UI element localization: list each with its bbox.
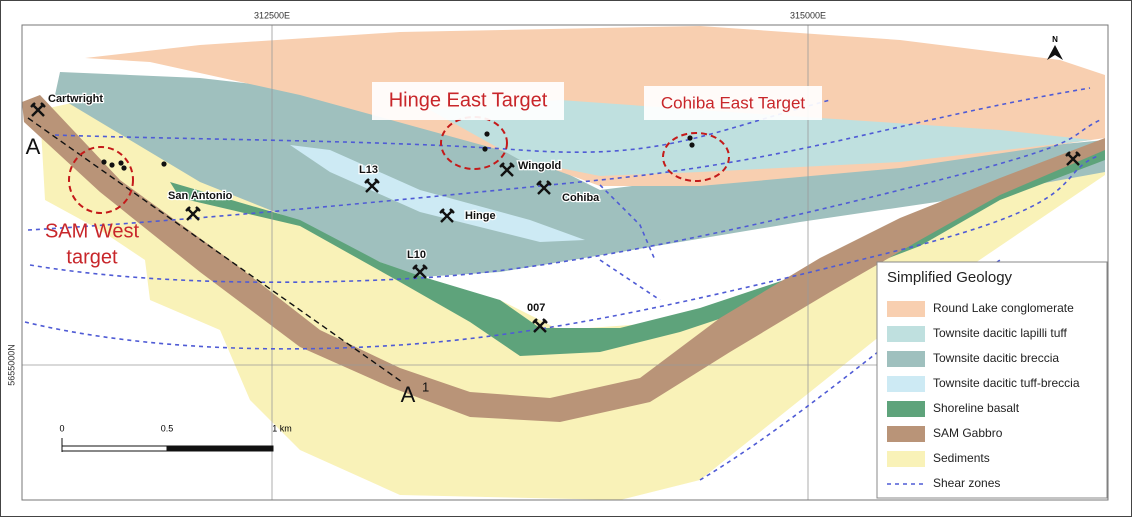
easting-label: 315000E xyxy=(790,10,826,20)
shear-zone xyxy=(54,99,831,153)
legend-swatch xyxy=(887,376,925,392)
map-frame xyxy=(21,24,1109,501)
scale-bar: 0 0.5 1 km xyxy=(59,423,292,452)
mine-label: Wingold xyxy=(518,160,561,172)
north-arrow xyxy=(1047,45,1063,60)
geology-unit xyxy=(170,145,1105,356)
target-outline xyxy=(68,146,134,214)
mine-label: Hinge xyxy=(465,210,496,222)
legend-label: Townsite dacitic tuff-breccia xyxy=(933,376,1080,390)
target-label-box xyxy=(372,82,564,120)
mine-label: San Antonio xyxy=(168,190,233,202)
section-end: A xyxy=(401,382,416,407)
mine-label: L10 xyxy=(407,249,426,261)
target-label: target xyxy=(66,246,118,268)
legend-label: Townsite dacitic breccia xyxy=(933,351,1059,365)
geology-unit xyxy=(40,90,1105,500)
section-end-superscript: 1 xyxy=(422,379,429,394)
target-outline xyxy=(440,116,508,170)
northing-label: 5655000N xyxy=(6,344,16,386)
geology-unit xyxy=(430,100,1092,176)
drill-hole xyxy=(161,161,167,167)
target-outline xyxy=(662,132,730,182)
legend-label: Shear zones xyxy=(933,476,1000,490)
target-label: Hinge East Target xyxy=(389,89,548,111)
legend-swatch xyxy=(887,301,925,317)
drill-hole xyxy=(118,160,124,166)
section-start: A xyxy=(26,134,41,159)
scale-label: 0.5 xyxy=(161,423,174,433)
easting-label: 312500E xyxy=(254,10,290,20)
section-line xyxy=(27,117,403,383)
legend-label: Townsite dacitic lapilli tuff xyxy=(933,326,1068,340)
mine-label: L13 xyxy=(359,164,378,176)
legend-label: Sediments xyxy=(933,451,990,465)
drill-hole xyxy=(687,135,693,141)
geology-unit xyxy=(290,145,585,242)
legend-swatch xyxy=(887,351,925,367)
legend-label: Shoreline basalt xyxy=(933,401,1020,415)
mine-label: 007 xyxy=(527,302,545,314)
drill-hole xyxy=(482,146,488,152)
drill-hole xyxy=(484,131,490,137)
target-label: SAM West xyxy=(45,220,140,242)
legend-swatch xyxy=(887,451,925,467)
scale-segment xyxy=(166,445,274,452)
target-label: Cohiba East Target xyxy=(661,93,806,112)
scale-segment xyxy=(61,445,168,452)
north-label: N xyxy=(1052,35,1058,44)
legend-swatch xyxy=(887,326,925,342)
drill-hole xyxy=(121,165,127,171)
geology-unit xyxy=(22,95,1105,422)
target-label-box xyxy=(644,86,822,120)
legend-label: Round Lake conglomerate xyxy=(933,301,1074,315)
scale-label: 1 km xyxy=(272,423,292,433)
geology-unit xyxy=(55,72,1105,277)
drill-hole xyxy=(689,142,695,148)
drill-hole xyxy=(101,159,107,165)
legend-swatch xyxy=(887,401,925,417)
legend-label: SAM Gabbro xyxy=(933,426,1003,440)
scale-label: 0 xyxy=(59,423,64,433)
mine-label: Cohiba xyxy=(562,192,600,204)
geology-units xyxy=(22,26,1105,500)
drill-holes xyxy=(101,131,695,171)
legend-title: Simplified Geology xyxy=(887,269,1013,286)
mines: Cartwright San Antonio L13 Hinge Wingold… xyxy=(30,92,1081,334)
mine-label: Cartwright xyxy=(48,93,103,105)
legend-items: Round Lake conglomerate Townsite dacitic … xyxy=(887,301,1080,490)
legend-swatch xyxy=(887,426,925,442)
drill-hole xyxy=(109,162,115,168)
